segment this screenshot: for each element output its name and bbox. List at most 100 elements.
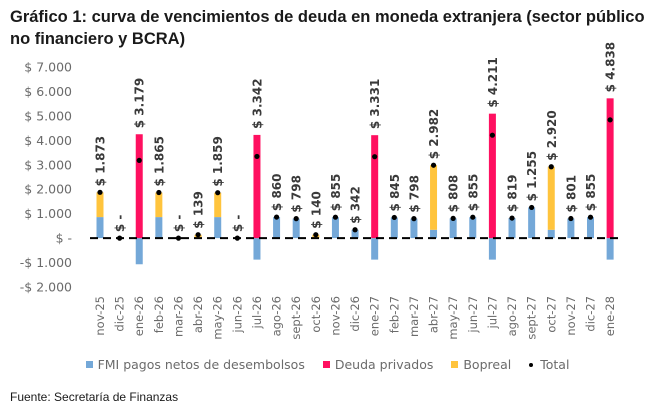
legend-swatch-fmi [85, 361, 93, 368]
total-marker [430, 162, 437, 168]
data-label-total: $ 1.865 [152, 136, 166, 186]
bar-fmi [273, 217, 281, 239]
total-marker [391, 214, 397, 221]
bar-fmi [410, 218, 418, 239]
bar-fmi [351, 229, 359, 239]
bar-fmi [371, 238, 379, 260]
y-tick-label: $ 3.000 [24, 157, 72, 172]
x-tick-label: nov-25 [93, 296, 107, 336]
data-label-total: $ 845 [388, 174, 402, 212]
total-marker [548, 164, 554, 170]
total-marker [529, 204, 535, 211]
data-label-total: $ 860 [270, 174, 284, 212]
total-marker [372, 154, 378, 160]
data-label-total: $ 798 [407, 175, 421, 213]
bar-fmi [547, 229, 555, 239]
x-tick-label: mar-27 [407, 296, 421, 337]
bar-fmi [488, 238, 496, 260]
bar-fmi [430, 229, 438, 239]
y-tick-label: $ 4.000 [24, 133, 72, 148]
x-tick-label: oct-26 [309, 296, 323, 333]
bar-bopreal [96, 192, 104, 218]
data-label-total: $ 808 [447, 175, 461, 213]
data-label-total: $ 1.859 [211, 136, 225, 186]
data-label-total: $ 2.982 [427, 109, 441, 159]
x-tick-label: ene-26 [132, 296, 146, 336]
legend-dot-total [529, 362, 534, 367]
x-tick-label: jul-27 [485, 296, 499, 329]
x-tick-label: ago-27 [505, 296, 519, 336]
legend-swatch-bopreal [451, 361, 459, 368]
data-label-total: $ - [172, 215, 186, 233]
bar-deuda-privados [606, 98, 614, 239]
total-marker [215, 190, 221, 196]
total-marker [97, 189, 103, 195]
bar-fmi [331, 217, 339, 239]
x-tick-label: dic-26 [348, 296, 362, 332]
data-label-total: $ 819 [506, 175, 520, 213]
x-tick-label: abr-27 [427, 296, 441, 333]
data-label-total: $ 3.342 [250, 78, 264, 128]
total-marker [136, 157, 142, 164]
bar-fmi [96, 217, 104, 239]
legend: FMI pagos netos de desembolsos Deuda pri… [0, 357, 655, 372]
legend-label-bopreal: Bopreal [463, 357, 512, 372]
x-tick-label: jun-26 [230, 296, 244, 334]
x-tick-label: jul-26 [250, 296, 264, 329]
y-tick-label: $ - [56, 231, 72, 246]
x-tick-label: may-27 [446, 296, 460, 340]
total-marker [254, 153, 260, 160]
total-marker [293, 216, 299, 222]
legend-label-total: Total [540, 357, 570, 372]
bar-fmi [587, 217, 594, 239]
y-axis: -$ 2.000 -$ 1.000 $ - $ 1.000 $ 2.000 $ 3.000… [20, 60, 72, 295]
bar-deuda-privados [371, 135, 379, 239]
x-tick-label: nov-27 [564, 296, 578, 336]
total-marker [117, 235, 123, 241]
total-marker [489, 132, 495, 138]
bars [96, 98, 614, 265]
x-tick-label: oct-27 [544, 296, 558, 333]
data-labels: $ 1.873 $ - $ 3.179 $ 1.865 $ - $ 139 $ 1.859 $… [94, 42, 618, 232]
bar-bopreal [547, 166, 555, 230]
total-marker [607, 117, 613, 123]
bar-fmi [292, 218, 300, 239]
bar-fmi [135, 238, 143, 265]
data-label-total: $ - [231, 215, 245, 233]
bar-fmi [469, 217, 477, 239]
y-tick-label: $ 5.000 [24, 108, 72, 123]
bar-deuda-privados [488, 113, 496, 239]
y-tick-label: -$ 2.000 [20, 280, 72, 295]
bar-fmi [508, 218, 516, 239]
x-tick-label: dic-25 [113, 296, 127, 332]
total-marker [195, 232, 201, 238]
x-tick-label: ene-27 [368, 296, 382, 336]
data-label-total: $ 4.838 [604, 42, 618, 92]
total-marker [509, 215, 515, 221]
bar-bopreal [430, 165, 438, 230]
bar-fmi [606, 238, 614, 260]
data-label-total: $ 3.331 [368, 79, 382, 129]
x-tick-label: ago-26 [270, 296, 284, 336]
bar-bopreal [155, 192, 163, 218]
bar-bopreal [214, 192, 222, 218]
total-markers [97, 117, 613, 241]
total-marker [568, 215, 574, 222]
legend-item-bopreal: Bopreal [451, 357, 511, 372]
x-tick-label: sept-27 [525, 296, 539, 340]
data-label-total: $ - [113, 215, 127, 233]
total-marker [411, 216, 417, 222]
legend-item-total: Total [529, 357, 569, 372]
x-tick-label: feb-26 [152, 296, 166, 333]
total-marker [313, 232, 319, 238]
total-marker [332, 214, 339, 220]
bar-fmi [214, 217, 222, 239]
total-marker [352, 227, 358, 233]
y-tick-label: $ 6.000 [24, 84, 72, 99]
x-tick-label: mar-26 [171, 296, 185, 337]
total-marker [234, 235, 240, 241]
data-label-total: $ 855 [466, 174, 480, 212]
data-label-total: $ 4.211 [486, 57, 500, 107]
y-tick-label: $ 2.000 [24, 182, 72, 197]
